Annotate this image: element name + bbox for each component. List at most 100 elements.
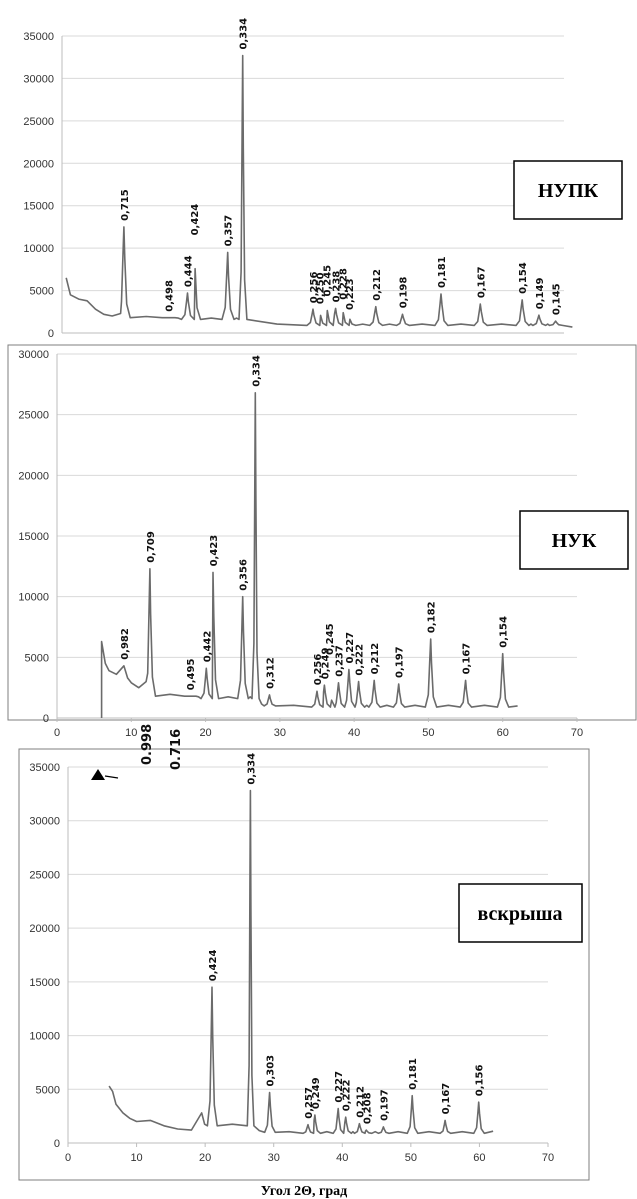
panel-nuk-peak-label: 0,256 [313, 654, 324, 686]
panel-nuk-y-tick-label: 30000 [18, 349, 49, 361]
side-label-0998: 0.998 [140, 724, 155, 765]
panel-vskrysha-peak-label: 0,222 [342, 1080, 353, 1112]
panel-nuk-y-tick-label: 20000 [18, 470, 49, 482]
panel-nupk-gridlines [61, 35, 564, 334]
panel-nupk-peak-label: 0,212 [372, 269, 383, 301]
panel-vskrysha-diffraction-line [108, 789, 494, 1135]
panel-nupk-y-tick-label: 15000 [23, 201, 54, 213]
panel-vskrysha-x-ticks: 0 10 20 30 40 50 60 70 [65, 1143, 554, 1164]
panel-nuk-x-ticks: 0 10 20 30 40 50 60 70 [54, 718, 583, 739]
panel-nupk: 0 5000 10000 15000 20000 25000 30000 35000 0,71… [23, 18, 623, 340]
panel-vskrysha-y-tick-label: 5000 [36, 1084, 60, 1096]
panel-nuk-y-tick-label: 25000 [18, 410, 49, 422]
panel-nupk-peak-label: 0,498 [164, 280, 175, 312]
panel-nupk-peak-labels: 0,715 0,498 0,444 0,424 0,357 0,334 0,2560,250… [120, 18, 563, 315]
panel-nupk-y-ticks: 0 5000 10000 15000 20000 25000 30000 35000 [23, 31, 54, 340]
panel-nupk-y-tick-label: 25000 [23, 116, 54, 128]
panel-nupk-peak-label: 0,154 [518, 262, 529, 294]
panel-nuk-peak-label: 0,495 [186, 659, 197, 691]
panel-nuk-x-tick-label: 40 [348, 727, 360, 739]
panel-vskrysha-y-tick-label: 10000 [29, 1031, 60, 1043]
panel-vskrysha-x-tick-label: 60 [473, 1152, 485, 1164]
panel-nupk-peak-label: 0,256 [309, 272, 320, 304]
panel-nuk-x-tick-label: 30 [274, 727, 286, 739]
panel-nuk-x-tick-label: 50 [422, 727, 434, 739]
panel-nuk-x-tick-label: 10 [125, 727, 137, 739]
panel-nuk-x-tick-label: 20 [199, 727, 211, 739]
panel-nuk-x-tick-label: 0 [54, 727, 60, 739]
panel-nuk-y-ticks: 0 5000 10000 15000 20000 25000 30000 [18, 349, 49, 725]
panel-nupk-peak-label: 0,167 [476, 266, 487, 298]
panel-vskrysha-peak-label: 0,181 [408, 1058, 419, 1090]
panel-vskrysha-y-tick-label: 15000 [29, 977, 60, 989]
panel-vskrysha-peak-label: 0,334 [246, 753, 257, 785]
panel-nuk-peak-label: 0,982 [120, 628, 131, 660]
panel-nupk-y-tick-label: 30000 [23, 73, 54, 85]
panel-nuk-y-tick-label: 0 [43, 713, 49, 725]
panel-nuk: 0 5000 10000 15000 20000 25000 30000 0 10 20 30 40… [7, 344, 637, 739]
panel-vskrysha-peak-label: 0,167 [441, 1083, 452, 1115]
panel-nuk-y-tick-label: 15000 [18, 531, 49, 543]
panel-nuk-x-tick-label: 60 [497, 727, 509, 739]
panel-nupk-sample-box [513, 160, 623, 220]
panel-vskrysha-peak-label: 0,208 [362, 1092, 373, 1124]
panel-nupk-peak-label: 0,223 [345, 278, 356, 310]
panel-vskrysha-x-tick-label: 20 [199, 1152, 211, 1164]
panel-nuk-peak-label: 0,237 [335, 645, 346, 677]
panel-vskrysha-peak-label: 0,249 [311, 1077, 322, 1109]
panel-nuk-peak-label: 0,222 [355, 644, 366, 676]
panel-vskrysha-peak-label: 0,424 [208, 950, 219, 982]
panel-vskrysha-peak-label: 0,227 [334, 1071, 345, 1103]
panel-nuk-y-tick-label: 10000 [18, 592, 49, 604]
panel-nupk-peak-label: 0,145 [552, 283, 563, 315]
panel-vskrysha: 0 5000 10000 15000 20000 25000 30000 35000 0 10 2… [18, 724, 590, 1199]
panel-vskrysha-peak-label: 0,197 [379, 1089, 390, 1121]
panel-nupk-peak-label: 0,715 [120, 189, 131, 221]
panel-vskrysha-y-tick-label: 25000 [29, 869, 60, 881]
panel-nupk-y-tick-label: 35000 [23, 31, 54, 43]
panel-nupk-peak-label: 0,198 [399, 277, 410, 309]
panel-nupk-peak-label: 0,149 [535, 278, 546, 310]
x-axis-title: Угол 2Θ, град [261, 1184, 347, 1199]
panel-vskrysha-peak-label: 0,303 [266, 1055, 277, 1087]
panel-nuk-peak-label: 0,154 [499, 616, 510, 648]
panel-nupk-diffraction-line [65, 54, 573, 328]
panel-nuk-diffraction-line [100, 392, 518, 718]
panel-nuk-y-tick-label: 5000 [25, 652, 49, 664]
panel-vskrysha-y-ticks: 0 5000 10000 15000 20000 25000 30000 35000 [29, 762, 60, 1150]
panel-nuk-peak-label: 0,334 [251, 355, 262, 387]
panel-vskrysha-frame [18, 748, 590, 1181]
panel-nuk-peak-label: 0,227 [345, 632, 356, 664]
panel-nuk-sample-name: НУК [552, 530, 597, 552]
panel-nuk-peak-label: 0,197 [395, 646, 406, 678]
panel-nuk-peak-label: 0,182 [427, 601, 438, 633]
panel-nupk-y-tick-label: 5000 [30, 286, 54, 298]
panel-nuk-x-tick-label: 70 [571, 727, 583, 739]
panel-vskrysha-y-tick-label: 35000 [29, 762, 60, 774]
panel-nupk-peak-label: 0,245 [322, 265, 333, 297]
panel-vskrysha-sample-name: вскрыша [477, 903, 562, 925]
panel-nuk-peak-label: 0,212 [370, 643, 381, 675]
panel-nupk-peak-label: 0,250 [316, 272, 327, 304]
panel-vskrysha-x-tick-label: 30 [268, 1152, 280, 1164]
panel-nupk-peak-label: 0,444 [184, 255, 195, 287]
panel-nuk-peak-label: 0,709 [146, 531, 157, 563]
panel-nuk-peak-label: 0,249 [320, 648, 331, 680]
panel-vskrysha-x-tick-label: 10 [130, 1152, 142, 1164]
panel-vskrysha-sample-box [458, 883, 583, 943]
panel-nupk-peak-label: 0,181 [437, 256, 448, 288]
panel-vskrysha-y-tick-label: 20000 [29, 923, 60, 935]
panel-nupk-y-tick-label: 20000 [23, 158, 54, 170]
panel-vskrysha-peak-label: 0,257 [304, 1087, 315, 1119]
panel-nupk-peak-label: 0,228 [338, 268, 349, 300]
panel-nupk-peak-label: 0,357 [224, 215, 235, 247]
panel-vskrysha-x-tick-label: 0 [65, 1152, 71, 1164]
panel-vskrysha-x-tick-label: 50 [405, 1152, 417, 1164]
panel-nupk-sample-name: НУПК [538, 180, 599, 202]
side-label-0716: 0.716 [169, 729, 184, 770]
panel-nupk-y-tick-label: 10000 [23, 243, 54, 255]
panel-nuk-sample-box [519, 510, 629, 570]
panel-nuk-gridlines [56, 353, 577, 719]
